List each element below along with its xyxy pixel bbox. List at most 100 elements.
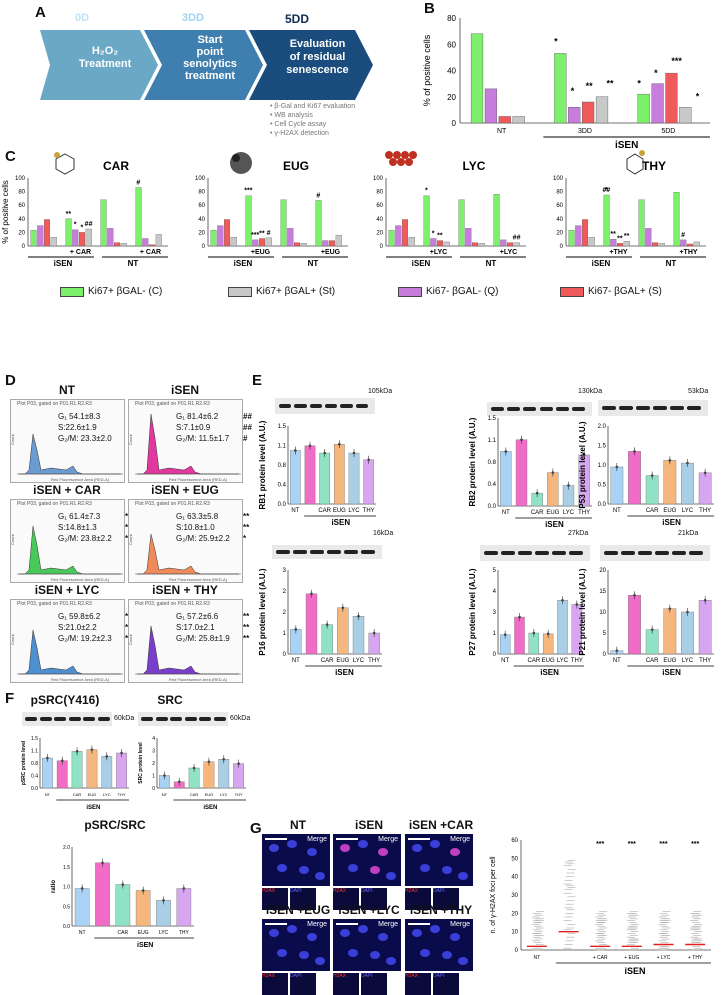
c-bar <box>680 239 687 247</box>
data-point <box>222 757 226 761</box>
d-panel-title: iSEN + EUG <box>151 483 219 497</box>
chart-b: 0 20 40 60 80 % of positive cells NT 3DD 5DD iSEN… <box>422 14 710 148</box>
c-bar <box>658 243 665 247</box>
d-sig-mark: * <box>125 534 129 543</box>
d-sig-mark: ## <box>243 412 252 421</box>
g-merge-label: Merge <box>450 836 470 843</box>
e-blot-band <box>535 551 549 555</box>
g-channel-h2ax: H2AX <box>262 888 288 910</box>
f-blot-band <box>170 717 182 721</box>
timeline-bullets: • β-Gal and Ki67 evaluation • WB analysi… <box>270 103 356 137</box>
data-point <box>120 751 123 755</box>
c-x-tick: +EUG <box>251 249 271 256</box>
d-panel-title: iSEN <box>170 383 199 397</box>
x-tick: CAR <box>527 658 540 664</box>
e-blot-band <box>552 551 566 555</box>
data-point <box>535 491 539 495</box>
bar-chart-E-P16: 0 1 2 2 3 P16 protein level (A.U.) NT CAR EUG LYC… <box>258 568 382 677</box>
bar <box>698 600 712 655</box>
panel-label-f: F <box>5 690 15 707</box>
d-sig: ## ## # <box>243 411 252 444</box>
c-bar <box>149 244 156 247</box>
g-nuclei <box>340 925 396 965</box>
e-blot-band <box>687 406 701 410</box>
e-blot-band <box>491 407 505 411</box>
c-bar <box>120 243 127 247</box>
d-panel-title: NT <box>59 383 75 397</box>
d-plot-header: Plot P03, gated on P01.R1.R2.R3 <box>135 501 210 507</box>
g-channel-h2ax: H2AX <box>333 888 359 910</box>
c-y-tick: 0 <box>202 244 206 250</box>
g-micro-image: Merge <box>405 834 473 886</box>
c-bar <box>652 242 659 247</box>
b-sig-mark: * <box>554 36 558 46</box>
g-channel-dapi: DAPI <box>361 973 387 995</box>
b-bar <box>512 116 525 124</box>
data-point <box>323 451 326 455</box>
b-sig-mark: *** <box>671 56 682 66</box>
y-tick: 1.1 <box>31 749 38 755</box>
d-histogram: Plot P03, gated on P01.R1.R2.R3 Red Fluor… <box>128 499 243 583</box>
y-tick: 3 <box>283 568 287 574</box>
d-plot-header: Plot P03, gated on P01.R1.R2.R3 <box>17 401 92 407</box>
panel-label-d: D <box>5 372 16 389</box>
timeline-3dd-line2: point <box>196 46 224 58</box>
x-tick: LYC <box>557 658 569 664</box>
c-bar <box>693 241 700 247</box>
g-x-tick: + LYC <box>657 955 671 961</box>
x-tick: EUG <box>663 508 676 514</box>
d-sig <box>125 411 127 444</box>
e-blot-image <box>598 400 708 416</box>
b-sig-mark: ** <box>586 81 594 91</box>
data-point <box>668 459 672 462</box>
e-blot-band <box>636 406 650 410</box>
c-sig-mark: # <box>316 192 320 199</box>
x-tick: THY <box>699 658 711 664</box>
c-bar <box>465 228 472 247</box>
y-tick: 0.0 <box>278 502 287 508</box>
c-bar <box>294 242 301 247</box>
d-y-label: Count <box>129 533 133 545</box>
d-sig-mark: ## <box>243 423 252 432</box>
d-histogram: Plot P03, gated on P01.R1.R2.R3 Red Fluor… <box>10 599 125 683</box>
y-tick: 15 <box>599 589 606 595</box>
data-point <box>163 774 166 777</box>
c-bar <box>50 237 57 247</box>
c-bar <box>617 243 624 247</box>
y-tick: 1.5 <box>63 865 70 871</box>
bar <box>698 472 712 505</box>
e-blot-band <box>344 550 358 554</box>
c-sig-mark: * <box>432 231 435 238</box>
c-sig-mark: # <box>267 230 271 237</box>
c-group-label-nt: NT <box>308 259 319 268</box>
data-point <box>582 453 586 457</box>
b-bar <box>679 107 692 124</box>
f-blot-band <box>97 717 110 721</box>
data-point <box>520 438 523 442</box>
c-x-tick: +LYC <box>500 249 517 256</box>
c-bar <box>687 243 694 247</box>
c-group-label-isen: iSEN <box>412 259 431 268</box>
group-label: iSEN <box>662 668 681 677</box>
x-tick: EUG <box>546 510 559 516</box>
x-tick: LYC <box>563 510 575 516</box>
d-stat-g2m: G₂/M: 25.9±2.2 <box>176 534 230 543</box>
y-tick: 2 <box>283 589 287 595</box>
data-point <box>80 887 84 890</box>
g-merge-label: Merge <box>307 836 327 843</box>
e-blot-image <box>600 545 710 561</box>
c-title: THY <box>642 160 666 173</box>
y-tick: 0 <box>283 652 287 658</box>
e-blot-band <box>279 404 292 408</box>
d-plot-header: Plot P03, gated on P01.R1.R2.R3 <box>135 401 210 407</box>
d-sig-mark <box>125 411 127 422</box>
data-point <box>192 766 196 770</box>
bar <box>681 462 694 505</box>
x-tick: CAR <box>531 510 544 516</box>
bar <box>42 757 53 789</box>
c-bar <box>100 199 107 247</box>
d-y-label: Count <box>11 433 15 445</box>
data-point <box>703 471 707 475</box>
c-bar <box>287 228 294 247</box>
g-nucleus <box>299 866 309 874</box>
